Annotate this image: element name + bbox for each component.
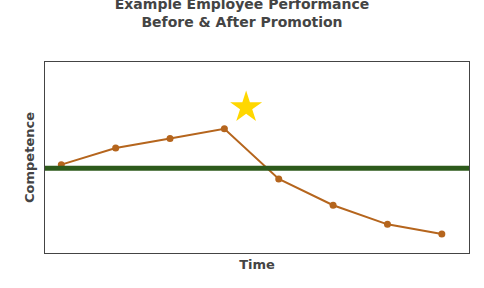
svg-text:Time: Time: [239, 257, 275, 272]
svg-text:Competence: Competence: [22, 112, 37, 203]
svg-text:Example Employee PerformanceBe: Example Employee PerformanceBefore & Aft…: [115, 0, 369, 30]
